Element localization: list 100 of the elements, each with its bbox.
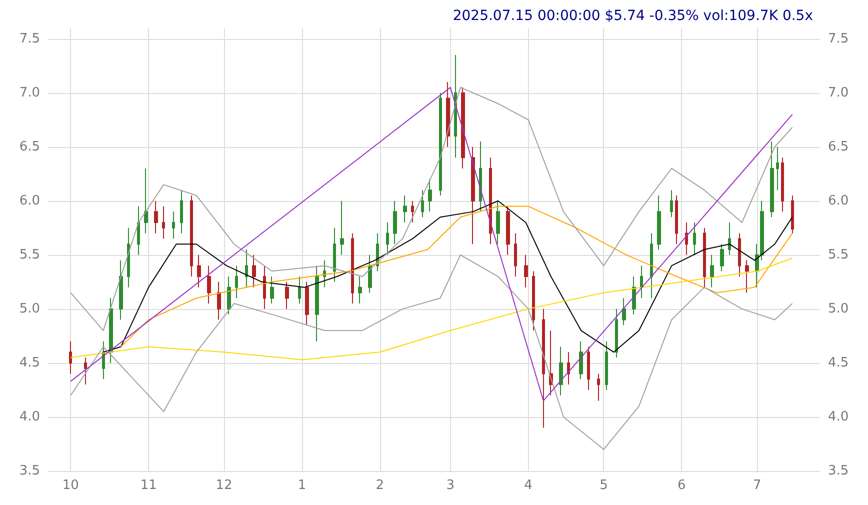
candlestick xyxy=(84,357,87,386)
candlestick xyxy=(532,270,535,332)
line-series xyxy=(70,86,793,402)
candlestick xyxy=(421,190,424,218)
candlestick xyxy=(622,298,626,326)
candlestick xyxy=(439,92,442,196)
candlestick xyxy=(496,200,500,245)
y-tick-label: 4.5 xyxy=(19,355,40,370)
line-series xyxy=(70,86,793,332)
candlestick xyxy=(270,276,274,304)
candlestick xyxy=(340,200,344,256)
candlestick xyxy=(127,227,130,288)
candlestick xyxy=(393,200,397,245)
candlestick xyxy=(559,346,563,396)
x-tick-label: 10 xyxy=(62,478,79,493)
y2-tick-label: 4.0 xyxy=(828,409,849,424)
candlestick xyxy=(351,232,354,304)
candlestick xyxy=(710,254,714,288)
candlestick xyxy=(587,346,590,390)
candlestick xyxy=(252,254,256,288)
candlestick xyxy=(567,352,570,386)
candlestick xyxy=(227,276,231,315)
y-tick-label: 6.5 xyxy=(19,139,40,154)
candlestick xyxy=(489,157,492,245)
y2-tick-label: 6.0 xyxy=(828,193,849,208)
candlestick xyxy=(154,200,158,234)
candlestick xyxy=(144,168,148,234)
candlestick xyxy=(119,260,123,320)
candlestick xyxy=(305,281,309,326)
y-tick-label: 6.0 xyxy=(19,193,40,208)
candlestick xyxy=(479,140,482,212)
candlestick xyxy=(461,86,465,169)
candlestick xyxy=(738,232,741,278)
candlestick xyxy=(781,157,784,212)
x-tick-label: 11 xyxy=(140,478,157,493)
candlestick xyxy=(245,249,248,288)
candlestick xyxy=(693,222,696,256)
candlestick xyxy=(190,194,193,278)
candlestick xyxy=(315,265,319,342)
candlestick xyxy=(403,194,407,223)
candlestick xyxy=(597,373,600,402)
candlestick xyxy=(446,82,450,148)
y-tick-label: 4.0 xyxy=(19,409,40,424)
y-tick-label: 5.0 xyxy=(19,301,40,316)
candlestick xyxy=(235,265,238,299)
x-tick-label: 2 xyxy=(376,478,384,493)
candlestick xyxy=(386,222,389,256)
candlestick xyxy=(770,140,774,218)
candlestick xyxy=(776,146,779,191)
candlestick xyxy=(632,276,636,315)
candlestick xyxy=(102,340,105,380)
candlestick xyxy=(745,260,749,294)
candlestick xyxy=(605,340,608,390)
y2-tick-label: 6.5 xyxy=(828,139,849,154)
line-series xyxy=(70,258,793,360)
candlestick xyxy=(69,340,72,374)
candlestick xyxy=(514,232,517,278)
y2-tick-label: 5.0 xyxy=(828,301,849,316)
y2-tick-label: 7.5 xyxy=(828,31,849,46)
y2-tick-label: 3.5 xyxy=(828,464,849,478)
candlestick xyxy=(298,276,301,304)
x-tick-label: 7 xyxy=(752,478,762,493)
x-tick-label: 6 xyxy=(678,478,686,493)
x-tick-label: 12 xyxy=(216,478,232,493)
candlestick xyxy=(703,227,706,288)
candlestick xyxy=(323,260,326,288)
candlestick xyxy=(675,194,678,245)
candlestick xyxy=(263,265,266,310)
candlestick xyxy=(197,254,201,288)
candlestick xyxy=(368,254,372,294)
candlestick xyxy=(791,194,794,234)
candlestick xyxy=(506,206,510,256)
y-tick-label: 7.0 xyxy=(19,85,40,100)
candlestick xyxy=(358,276,362,304)
x-tick-label: 4 xyxy=(524,478,532,493)
candlestick xyxy=(217,281,221,320)
candlestick xyxy=(650,232,653,299)
candlestick xyxy=(180,190,183,234)
candlestick xyxy=(542,308,545,428)
candlestick xyxy=(640,265,643,299)
candlestick xyxy=(172,211,175,240)
candlestick xyxy=(285,281,289,310)
x-tick-label: 5 xyxy=(600,478,608,493)
candlestick xyxy=(411,200,414,223)
y2-tick-label: 5.5 xyxy=(828,247,849,262)
candlestick xyxy=(720,244,724,272)
candlestick xyxy=(670,190,673,218)
y-tick-label: 7.5 xyxy=(19,31,40,46)
candlestick xyxy=(162,206,165,240)
x-tick-label: 1 xyxy=(298,478,306,493)
y-tick-label: 5.5 xyxy=(19,247,40,262)
candlestick xyxy=(728,222,731,256)
candlestick xyxy=(207,265,211,304)
y-tick-label: 3.5 xyxy=(19,464,40,478)
chart-title: 2025.07.15 00:00:00 $5.74 -0.35% vol:109.7K 0.5x xyxy=(452,8,814,24)
candlestick xyxy=(428,178,432,212)
candlestick xyxy=(579,340,583,380)
y2-tick-label: 4.5 xyxy=(828,355,849,370)
candlestick xyxy=(471,146,475,245)
candlestick xyxy=(615,308,618,358)
